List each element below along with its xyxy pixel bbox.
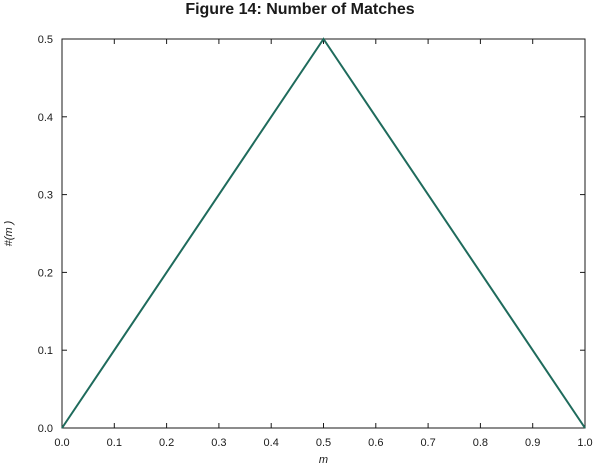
chart-title: Figure 14: Number of Matches [185,1,415,18]
y-axis-label: #(m ) [3,220,15,246]
series-line [61,37,586,429]
x-tick-label: 0.4 [264,437,279,449]
plot-frame [61,38,586,429]
x-tick-label: 0.2 [159,437,174,449]
y-tick-label: 0.3 [38,190,53,202]
x-tick-label: 0.9 [525,437,540,449]
y-tick-label: 0.4 [38,112,53,124]
x-tick-label: 0.6 [368,437,383,449]
x-tick-label: 0.5 [316,437,331,449]
x-tick-label: 0.1 [107,437,122,449]
x-tick-label: 0.0 [54,437,69,449]
x-tick-label: 0.3 [211,437,226,449]
y-tick-label: 0.0 [38,423,53,435]
y-axis-ticks: 0.0 0.1 0.2 0.3 0.4 0.5 [38,34,585,435]
x-tick-label: 1.0 [577,437,592,449]
x-tick-label: 0.8 [473,437,488,449]
x-axis-ticks: 0.0 0.1 0.2 0.3 0.4 0.5 0.6 0.7 0.8 0.9 1.0 [54,39,593,449]
x-tick-label: 0.7 [420,437,435,449]
y-tick-label: 0.1 [38,345,53,357]
series-layer [61,37,586,429]
y-tick-label: 0.5 [38,34,53,46]
y-tick-label: 0.2 [38,267,53,279]
x-axis-label: m [319,454,328,466]
